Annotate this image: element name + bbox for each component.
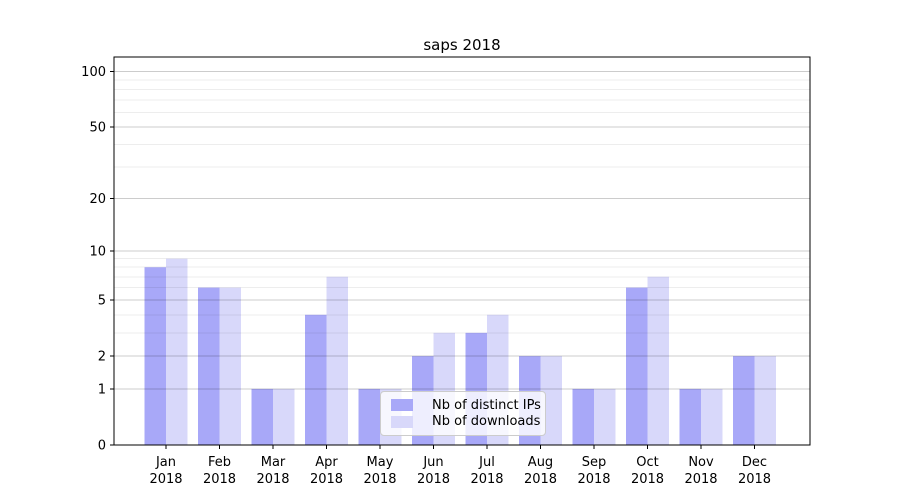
legend-swatch-downloads — [391, 415, 413, 428]
x-tick-label-month: Nov — [688, 455, 714, 470]
bar-distinct-ips-may — [358, 388, 380, 445]
y-tick-label: 1 — [98, 382, 106, 397]
legend-swatch-distinct-ips — [391, 399, 413, 412]
x-tick-label-year: 2018 — [577, 472, 610, 487]
x-tick-label-month: May — [367, 455, 394, 470]
x-tick-label-month: Aug — [528, 455, 553, 470]
legend-label-downloads: Nb of downloads — [432, 414, 541, 430]
y-tick-label: 0 — [98, 439, 106, 454]
x-tick-label-year: 2018 — [684, 472, 717, 487]
x-tick-label-month: Dec — [742, 455, 767, 470]
x-tick-label-year: 2018 — [738, 472, 771, 487]
legend: Nb of distinct IPs Nb of downloads — [380, 391, 546, 436]
bar-distinct-ips-jan — [144, 267, 166, 445]
y-tick-label: 50 — [89, 120, 106, 135]
x-tick-label-year: 2018 — [631, 472, 664, 487]
chart-title: saps 2018 — [423, 36, 501, 54]
x-tick-label-month: Mar — [261, 455, 286, 470]
x-tick-label-year: 2018 — [363, 472, 396, 487]
x-tick-label-month: Jul — [478, 455, 495, 470]
bar-distinct-ips-mar — [251, 388, 273, 445]
x-tick-label-year: 2018 — [470, 472, 503, 487]
x-tick-label-year: 2018 — [256, 472, 289, 487]
y-tick-label: 100 — [81, 65, 106, 80]
bar-downloads-mar — [273, 388, 295, 445]
x-tick-label-month: Jun — [422, 455, 443, 470]
bar-distinct-ips-apr — [305, 314, 327, 445]
x-tick-label-year: 2018 — [203, 472, 236, 487]
y-tick-label: 2 — [98, 350, 106, 365]
y-tick-label: 10 — [89, 245, 106, 260]
bar-downloads-dec — [754, 356, 776, 445]
bar-distinct-ips-dec — [733, 356, 755, 445]
x-tick-label-year: 2018 — [524, 472, 557, 487]
x-tick-label-month: Feb — [208, 455, 231, 470]
y-tick-label: 5 — [98, 294, 106, 309]
x-tick-label-month: Sep — [582, 455, 607, 470]
bar-distinct-ips-nov — [679, 388, 701, 445]
bar-downloads-nov — [701, 388, 723, 445]
bar-downloads-apr — [326, 276, 348, 445]
bar-downloads-sep — [594, 388, 616, 445]
bar-downloads-jan — [166, 258, 188, 445]
bar-distinct-ips-sep — [572, 388, 594, 445]
x-tick-label-year: 2018 — [310, 472, 343, 487]
bar-distinct-ips-feb — [198, 287, 220, 445]
x-tick-label-month: Jan — [155, 455, 176, 470]
x-tick-label-year: 2018 — [149, 472, 182, 487]
x-tick-label-month: Apr — [315, 455, 338, 470]
y-tick-label: 20 — [89, 192, 106, 207]
bar-downloads-feb — [219, 287, 241, 445]
bar-distinct-ips-oct — [626, 287, 648, 445]
x-tick-label-year: 2018 — [417, 472, 450, 487]
bar-downloads-oct — [647, 276, 669, 445]
legend-item-downloads: Nb of downloads — [391, 414, 545, 430]
legend-label-distinct-ips: Nb of distinct IPs — [432, 397, 541, 413]
legend-item-distinct-ips: Nb of distinct IPs — [391, 397, 545, 413]
x-tick-label-month: Oct — [636, 455, 658, 470]
